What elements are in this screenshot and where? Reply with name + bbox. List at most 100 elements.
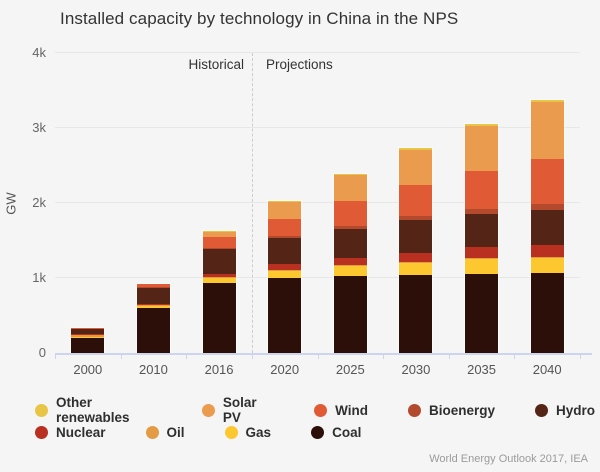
bar-segment-gas-2040[interactable] bbox=[530, 257, 564, 274]
legend-item-other-renewables[interactable]: Other renewables bbox=[35, 395, 162, 425]
historical-label: Historical bbox=[188, 57, 244, 72]
bar-segment-wind-2010[interactable] bbox=[136, 284, 170, 287]
bar-segment-wind-2040[interactable] bbox=[530, 159, 564, 205]
bar-segment-other-renewables-2025[interactable] bbox=[333, 173, 367, 176]
bar-2010[interactable] bbox=[136, 283, 170, 353]
legend-item-hydro[interactable]: Hydro bbox=[534, 403, 595, 418]
bar-segment-wind-2035[interactable] bbox=[465, 171, 499, 210]
plot-area bbox=[55, 52, 580, 353]
bar-segment-coal-2010[interactable] bbox=[136, 308, 170, 353]
legend-swatch-icon bbox=[145, 425, 159, 439]
bar-segment-nuclear-2040[interactable] bbox=[530, 244, 564, 257]
bar-segment-wind-2020[interactable] bbox=[268, 218, 302, 236]
bar-segment-oil-2000[interactable] bbox=[71, 334, 105, 337]
bar-segment-bioenergy-2020[interactable] bbox=[268, 235, 302, 238]
bar-segment-hydro-2040[interactable] bbox=[530, 209, 564, 245]
bar-segment-coal-2030[interactable] bbox=[399, 275, 433, 353]
legend-label: Bioenergy bbox=[428, 402, 495, 418]
bar-segment-gas-2025[interactable] bbox=[333, 265, 367, 276]
bar-segment-wind-2016[interactable] bbox=[202, 236, 236, 249]
legend-swatch-icon bbox=[407, 403, 421, 417]
bar-segment-hydro-2025[interactable] bbox=[333, 229, 367, 259]
bar-2025[interactable] bbox=[333, 173, 367, 353]
bar-segment-nuclear-2025[interactable] bbox=[333, 258, 367, 266]
bar-segment-solar-pv-2016[interactable] bbox=[202, 230, 236, 237]
gridline bbox=[55, 52, 580, 53]
bar-segment-hydro-2016[interactable] bbox=[202, 249, 236, 274]
bar-segment-solar-pv-2025[interactable] bbox=[333, 175, 367, 201]
bar-segment-oil-2020[interactable] bbox=[268, 269, 302, 271]
x-axis-label: 2030 bbox=[401, 362, 431, 377]
legend-label: Oil bbox=[166, 424, 185, 440]
legend: Other renewables Solar PV Wind Bioenergy Hyd… bbox=[35, 395, 595, 443]
bar-segment-bioenergy-2040[interactable] bbox=[530, 204, 564, 210]
bar-segment-gas-2035[interactable] bbox=[465, 258, 499, 274]
bar-segment-coal-2020[interactable] bbox=[268, 278, 302, 353]
legend-label: Gas bbox=[245, 424, 272, 440]
bar-2016[interactable] bbox=[202, 230, 236, 353]
x-axis-tick bbox=[186, 355, 188, 359]
bar-segment-other-renewables-2030[interactable] bbox=[399, 148, 433, 151]
bar-segment-gas-2016[interactable] bbox=[202, 277, 236, 283]
bar-segment-bioenergy-2035[interactable] bbox=[465, 209, 499, 215]
legend-label: Other renewables bbox=[56, 395, 130, 425]
bar-2020[interactable] bbox=[268, 201, 302, 353]
bar-segment-solar-pv-2040[interactable] bbox=[530, 102, 564, 160]
bar-segment-coal-2016[interactable] bbox=[202, 282, 236, 353]
bar-segment-solar-pv-2030[interactable] bbox=[399, 150, 433, 185]
bar-segment-hydro-2020[interactable] bbox=[268, 237, 302, 265]
x-axis-label: 2040 bbox=[532, 362, 562, 377]
bar-segment-gas-2020[interactable] bbox=[268, 270, 302, 278]
bar-segment-oil-2016[interactable] bbox=[202, 276, 236, 278]
legend-item-oil[interactable]: Oil bbox=[145, 424, 185, 440]
bar-segment-bioenergy-2030[interactable] bbox=[399, 216, 433, 221]
bar-segment-hydro-2000[interactable] bbox=[71, 328, 105, 335]
bar-2040[interactable] bbox=[530, 99, 564, 353]
bar-segment-nuclear-2035[interactable] bbox=[465, 247, 499, 258]
bar-segment-hydro-2035[interactable] bbox=[465, 214, 499, 248]
legend-item-coal[interactable]: Coal bbox=[311, 425, 361, 440]
bar-segment-gas-2010[interactable] bbox=[136, 305, 170, 308]
bar-segment-hydro-2030[interactable] bbox=[399, 220, 433, 253]
bar-segment-nuclear-2010[interactable] bbox=[136, 303, 170, 305]
bar-segment-gas-2030[interactable] bbox=[399, 261, 433, 275]
bar-segment-coal-2000[interactable] bbox=[71, 337, 105, 353]
bar-segment-other-renewables-2035[interactable] bbox=[465, 123, 499, 127]
bar-segment-solar-pv-2020[interactable] bbox=[268, 202, 302, 219]
bar-segment-wind-2030[interactable] bbox=[399, 184, 433, 217]
legend-item-gas[interactable]: Gas bbox=[224, 424, 272, 440]
bar-segment-wind-2025[interactable] bbox=[333, 200, 367, 227]
bar-2030[interactable] bbox=[399, 148, 433, 353]
bar-segment-nuclear-2030[interactable] bbox=[399, 252, 433, 262]
bar-segment-solar-pv-2035[interactable] bbox=[465, 126, 499, 172]
legend-label: Wind bbox=[335, 402, 368, 418]
bar-segment-oil-2010[interactable] bbox=[136, 304, 170, 306]
bar-segment-other-renewables-2040[interactable] bbox=[530, 99, 564, 103]
legend-swatch-icon bbox=[201, 403, 215, 417]
bar-segment-coal-2035[interactable] bbox=[465, 273, 499, 353]
bar-2000[interactable] bbox=[71, 328, 105, 353]
bar-segment-hydro-2010[interactable] bbox=[136, 287, 170, 304]
legend-item-bioenergy[interactable]: Bioenergy bbox=[407, 402, 495, 418]
bar-segment-other-renewables-2020[interactable] bbox=[268, 201, 302, 203]
y-tick-label: 2k bbox=[32, 195, 46, 210]
y-axis-title-wrap: GW bbox=[2, 53, 20, 353]
bar-segment-bioenergy-2025[interactable] bbox=[333, 226, 367, 230]
bar-segment-nuclear-2016[interactable] bbox=[202, 273, 236, 277]
y-tick-label: 4k bbox=[32, 45, 46, 60]
bar-segment-bioenergy-2016[interactable] bbox=[202, 248, 236, 250]
legend-label: Solar PV bbox=[222, 395, 257, 425]
projections-label: Projections bbox=[266, 57, 333, 72]
gridline bbox=[55, 127, 580, 128]
y-tick-label: 1k bbox=[32, 270, 46, 285]
legend-item-solar-pv[interactable]: Solar PV bbox=[201, 395, 274, 425]
legend-item-nuclear[interactable]: Nuclear bbox=[35, 425, 106, 440]
legend-item-wind[interactable]: Wind bbox=[314, 403, 368, 418]
legend-swatch-icon bbox=[35, 403, 48, 417]
bar-segment-nuclear-2020[interactable] bbox=[268, 264, 302, 270]
bar-segment-coal-2040[interactable] bbox=[530, 273, 564, 353]
x-axis-tick bbox=[514, 355, 516, 359]
source-attribution: World Energy Outlook 2017, IEA bbox=[429, 453, 588, 465]
bar-2035[interactable] bbox=[465, 123, 499, 353]
bar-segment-coal-2025[interactable] bbox=[333, 275, 367, 353]
